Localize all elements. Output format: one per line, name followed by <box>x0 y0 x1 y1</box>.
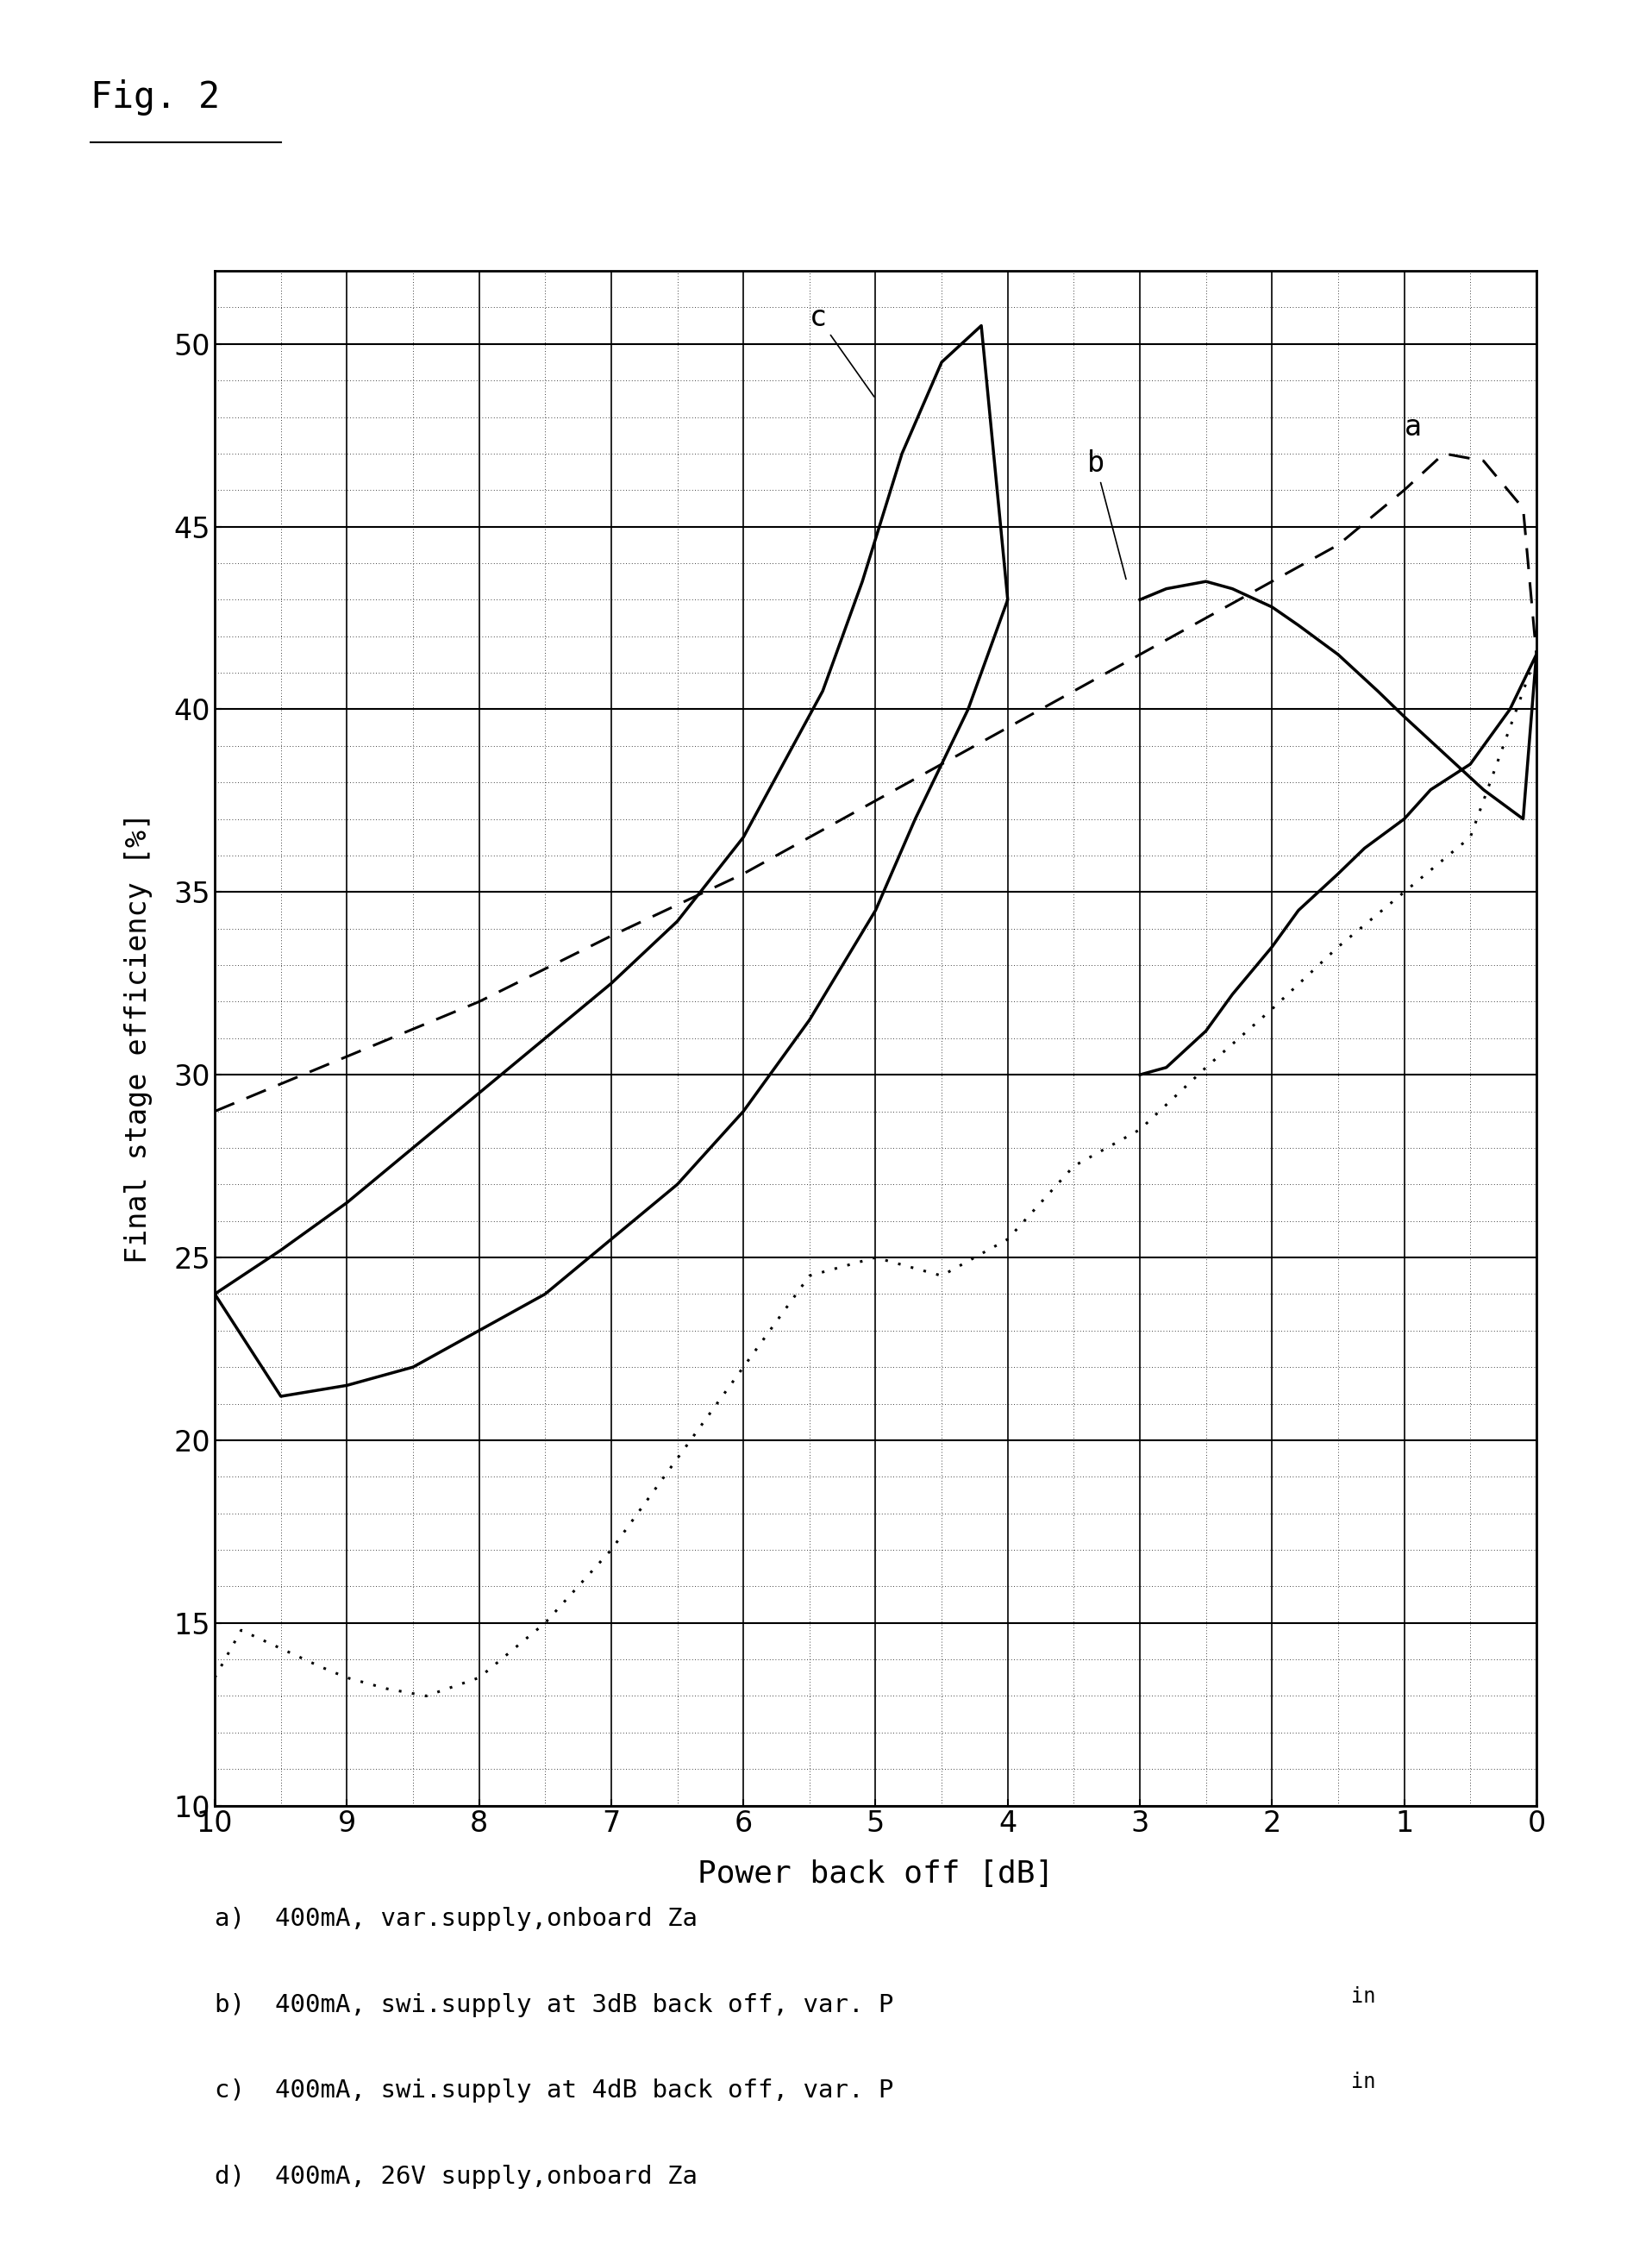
Text: in: in <box>1351 1986 1376 2006</box>
Text: a)  400mA, var.supply,onboard Za: a) 400mA, var.supply,onboard Za <box>215 1907 697 1932</box>
Text: a: a <box>1404 413 1422 442</box>
X-axis label: Power back off [dB]: Power back off [dB] <box>697 1860 1054 1889</box>
Text: d)  400mA, 26V supply,onboard Za: d) 400mA, 26V supply,onboard Za <box>215 2164 697 2189</box>
Text: c: c <box>809 302 874 397</box>
Y-axis label: Final stage efficiency [%]: Final stage efficiency [%] <box>124 813 152 1264</box>
Text: in: in <box>1351 2072 1376 2092</box>
Text: Fig. 2: Fig. 2 <box>91 79 220 115</box>
Text: c)  400mA, swi.supply at 4dB back off, var. P: c) 400mA, swi.supply at 4dB back off, va… <box>215 2079 894 2104</box>
Text: b)  400mA, swi.supply at 3dB back off, var. P: b) 400mA, swi.supply at 3dB back off, va… <box>215 1993 894 2018</box>
Text: b: b <box>1087 449 1127 580</box>
